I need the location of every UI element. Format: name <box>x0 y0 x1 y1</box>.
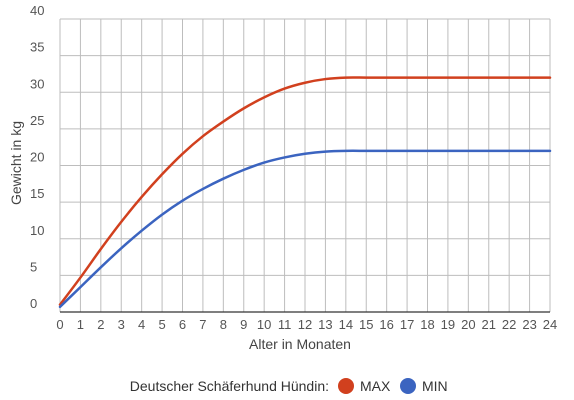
y-tick-label: 5 <box>30 259 37 274</box>
legend-label-min: MIN <box>422 378 448 394</box>
x-tick-label: 12 <box>298 317 312 332</box>
y-tick-labels: 0 5 10 15 20 25 30 35 40 <box>30 3 44 311</box>
x-tick-labels: 0 1 2 3 4 5 6 7 8 9 10 11 12 13 14 15 16 17 18 19 20 21 22 23 24 <box>56 317 557 332</box>
x-tick-label: 20 <box>461 317 475 332</box>
x-tick-label: 21 <box>482 317 496 332</box>
x-tick-label: 11 <box>278 317 292 332</box>
x-tick-label: 22 <box>502 317 516 332</box>
x-axis-title: Alter in Monaten <box>249 336 351 352</box>
y-tick-label: 40 <box>30 3 44 18</box>
legend: Deutscher Schäferhund Hündin: MAX MIN <box>130 378 448 394</box>
y-tick-label: 30 <box>30 76 44 91</box>
y-axis-title: Gewicht in kg <box>8 121 24 205</box>
legend-marker-max <box>338 378 354 394</box>
x-tick-label: 16 <box>379 317 393 332</box>
y-tick-label: 35 <box>30 40 44 55</box>
x-tick-label: 8 <box>220 317 227 332</box>
y-tick-label: 15 <box>30 186 44 201</box>
y-tick-label: 10 <box>30 223 44 238</box>
x-tick-label: 14 <box>339 317 353 332</box>
x-tick-label: 23 <box>522 317 536 332</box>
legend-marker-min <box>400 378 416 394</box>
y-tick-label: 20 <box>30 150 44 165</box>
gridlines <box>59 18 551 313</box>
x-tick-label: 0 <box>56 317 63 332</box>
series-lines <box>58 76 552 309</box>
legend-title: Deutscher Schäferhund Hündin: <box>130 378 329 394</box>
x-tick-label: 3 <box>118 317 125 332</box>
y-tick-label: 0 <box>30 296 37 311</box>
y-tick-label: 25 <box>30 113 44 128</box>
x-tick-label: 2 <box>97 317 104 332</box>
x-tick-label: 5 <box>158 317 165 332</box>
x-tick-label: 17 <box>400 317 414 332</box>
x-tick-label: 15 <box>359 317 373 332</box>
x-tick-label: 24 <box>543 317 557 332</box>
legend-label-max: MAX <box>360 378 391 394</box>
x-tick-label: 4 <box>138 317 145 332</box>
x-tick-label: 10 <box>257 317 271 332</box>
x-tick-label: 1 <box>77 317 84 332</box>
x-tick-label: 9 <box>240 317 247 332</box>
series-line-max <box>58 76 552 306</box>
x-tick-label: 13 <box>318 317 332 332</box>
series-line-min <box>58 149 552 309</box>
x-tick-label: 6 <box>179 317 186 332</box>
x-tick-label: 18 <box>420 317 434 332</box>
x-tick-label: 7 <box>199 317 206 332</box>
x-tick-label: 19 <box>441 317 455 332</box>
